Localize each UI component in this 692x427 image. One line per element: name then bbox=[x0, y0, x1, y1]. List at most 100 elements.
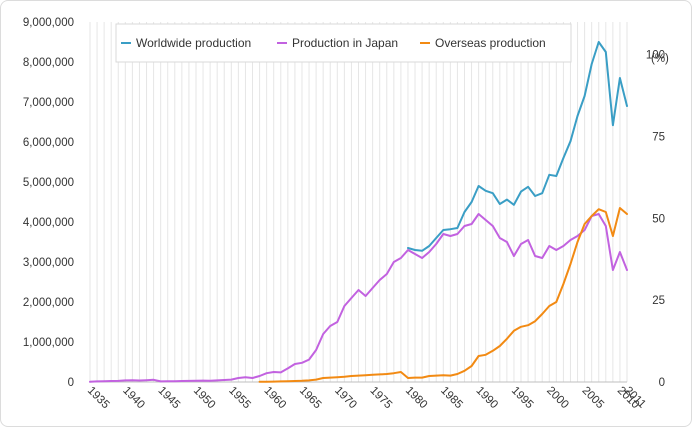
data-point-production-in-japan bbox=[393, 261, 395, 263]
data-point-worldwide-production bbox=[619, 77, 621, 79]
data-point-overseas-production bbox=[421, 376, 423, 379]
data-point-worldwide-production bbox=[407, 247, 409, 249]
data-point-overseas-production bbox=[364, 374, 367, 377]
data-point-worldwide-production bbox=[541, 192, 544, 194]
data-point-production-in-japan bbox=[301, 362, 303, 364]
data-point-overseas-production bbox=[442, 374, 445, 377]
y2-tick-label: 0 bbox=[659, 377, 665, 389]
data-point-production-in-japan bbox=[287, 367, 289, 370]
data-point-overseas-production bbox=[287, 380, 289, 383]
series-line-worldwide-production bbox=[407, 41, 628, 252]
data-point-overseas-production bbox=[407, 377, 409, 379]
data-point-production-in-japan bbox=[499, 237, 501, 239]
data-point-overseas-production bbox=[414, 376, 416, 379]
data-point-overseas-production bbox=[435, 374, 438, 377]
data-point-worldwide-production bbox=[506, 198, 508, 201]
data-point-worldwide-production bbox=[435, 237, 438, 239]
data-point-production-in-japan bbox=[145, 379, 148, 382]
x-tick-label: 1995 bbox=[509, 385, 536, 412]
data-point-production-in-japan bbox=[442, 233, 445, 235]
data-point-production-in-japan bbox=[195, 380, 197, 382]
data-point-worldwide-production bbox=[428, 245, 430, 247]
data-point-production-in-japan bbox=[400, 257, 402, 259]
data-point-overseas-production bbox=[597, 208, 600, 210]
data-point-overseas-production bbox=[562, 283, 565, 285]
data-point-production-in-japan bbox=[322, 333, 324, 335]
data-point-worldwide-production bbox=[513, 204, 515, 206]
data-point-production-in-japan bbox=[181, 380, 183, 382]
data-point-production-in-japan bbox=[477, 213, 480, 215]
data-point-production-in-japan bbox=[619, 251, 621, 253]
data-point-production-in-japan bbox=[350, 297, 353, 299]
data-point-overseas-production bbox=[301, 380, 303, 382]
data-point-production-in-japan bbox=[343, 305, 346, 307]
data-point-production-in-japan bbox=[513, 255, 515, 257]
data-point-production-in-japan bbox=[202, 379, 204, 382]
data-point-overseas-production bbox=[258, 381, 261, 383]
y-tick-label: 7,000,000 bbox=[23, 97, 74, 109]
data-point-worldwide-production bbox=[421, 250, 423, 252]
data-point-worldwide-production bbox=[520, 190, 522, 193]
y2-axis-ticks: 0 25 50 75 100 bbox=[646, 50, 665, 389]
data-point-overseas-production bbox=[548, 305, 551, 307]
data-point-worldwide-production bbox=[605, 51, 607, 53]
data-point-overseas-production bbox=[294, 380, 296, 382]
data-point-production-in-japan bbox=[562, 245, 565, 247]
data-point-production-in-japan bbox=[378, 279, 381, 281]
data-point-production-in-japan bbox=[576, 235, 579, 237]
grid-lines bbox=[89, 22, 628, 383]
data-point-overseas-production bbox=[371, 374, 374, 376]
data-point-production-in-japan bbox=[272, 371, 275, 373]
data-point-overseas-production bbox=[378, 373, 381, 376]
data-point-production-in-japan bbox=[548, 245, 551, 247]
data-point-overseas-production bbox=[590, 215, 593, 217]
x-tick-label: 1965 bbox=[297, 385, 324, 412]
data-point-overseas-production bbox=[428, 375, 430, 377]
data-point-overseas-production bbox=[400, 371, 402, 373]
data-point-worldwide-production bbox=[612, 124, 614, 126]
data-point-overseas-production bbox=[534, 320, 536, 323]
data-point-overseas-production bbox=[470, 365, 473, 367]
data-point-worldwide-production bbox=[562, 157, 565, 159]
x-tick-label: 1990 bbox=[473, 385, 500, 412]
data-point-production-in-japan bbox=[329, 325, 332, 327]
data-point-overseas-production bbox=[272, 380, 275, 383]
x-tick-label: 1980 bbox=[403, 385, 430, 412]
x-tick-label: 1940 bbox=[120, 385, 147, 412]
y2-tick-label: 50 bbox=[652, 213, 665, 225]
data-point-overseas-production bbox=[456, 373, 459, 375]
data-point-production-in-japan bbox=[173, 380, 176, 383]
data-point-overseas-production bbox=[329, 376, 332, 379]
data-point-overseas-production bbox=[463, 370, 466, 372]
data-point-overseas-production bbox=[393, 372, 395, 375]
data-point-overseas-production bbox=[619, 207, 621, 209]
data-point-worldwide-production bbox=[456, 227, 459, 229]
data-point-overseas-production bbox=[279, 380, 282, 383]
data-point-production-in-japan bbox=[364, 295, 367, 297]
y-tick-label: 5,000,000 bbox=[23, 177, 74, 189]
data-point-overseas-production bbox=[449, 374, 452, 377]
data-point-production-in-japan bbox=[520, 243, 522, 245]
data-point-overseas-production bbox=[350, 375, 353, 377]
data-point-production-in-japan bbox=[527, 239, 529, 241]
data-point-production-in-japan bbox=[421, 257, 423, 259]
data-point-overseas-production bbox=[527, 324, 529, 327]
data-point-worldwide-production bbox=[576, 115, 579, 117]
data-point-overseas-production bbox=[308, 379, 310, 382]
data-point-overseas-production bbox=[499, 345, 501, 347]
data-point-production-in-japan bbox=[159, 380, 162, 383]
data-point-production-in-japan bbox=[357, 289, 360, 291]
data-point-production-in-japan bbox=[555, 249, 558, 251]
data-point-production-in-japan bbox=[89, 381, 91, 383]
data-point-production-in-japan bbox=[449, 235, 452, 237]
x-tick-label: 2005 bbox=[579, 385, 606, 412]
data-point-production-in-japan bbox=[265, 372, 268, 375]
data-point-production-in-japan bbox=[569, 239, 572, 241]
data-point-worldwide-production bbox=[555, 175, 558, 177]
data-point-production-in-japan bbox=[435, 243, 438, 245]
y-tick-label: 2,000,000 bbox=[23, 297, 74, 309]
data-point-production-in-japan bbox=[110, 380, 112, 382]
data-point-overseas-production bbox=[357, 374, 360, 377]
data-point-worldwide-production bbox=[597, 41, 600, 43]
